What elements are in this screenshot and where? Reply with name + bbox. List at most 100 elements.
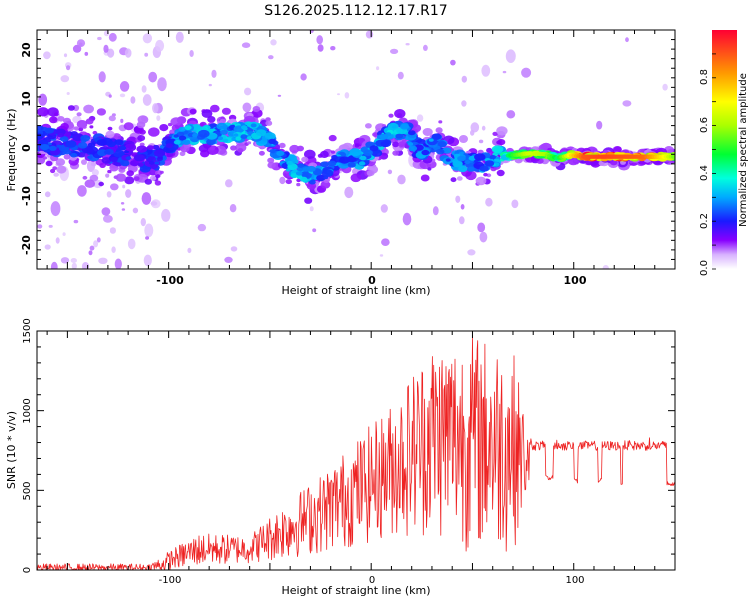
spectrogram-halo-blob (456, 176, 463, 181)
spectrogram-ridge-blob (233, 133, 239, 137)
spectrogram-halo-blob (466, 150, 471, 154)
spectrogram-ridge-blob (312, 169, 323, 176)
snr-y-ticks (37, 330, 675, 571)
spectrogram-noise-blob (43, 51, 51, 60)
spectrogram-halo-blob (126, 170, 134, 177)
spectrogram-noise-blob (93, 240, 99, 248)
spectrogram-noise-blob (477, 222, 486, 233)
spectrogram-halo-blob (144, 178, 152, 185)
spectrogram-halo-blob (496, 169, 505, 177)
spectrogram-halo-blob (201, 109, 213, 118)
spectrogram-halo-blob (189, 108, 197, 115)
spectrogram-noise-blob (125, 189, 132, 198)
spectrogram-noise-blob (44, 191, 51, 198)
spectrogram-ridge-blob (347, 162, 356, 168)
spectrogram-noise-blob (397, 174, 406, 185)
spectrogram-ridge-blob (191, 124, 201, 130)
colorbar-tick-label: 0.6 (699, 117, 710, 133)
spectrogram-noise-blob (60, 257, 70, 264)
spectrogram-ridge-blob (290, 173, 298, 179)
spectrogram-noise-blob (157, 77, 167, 92)
spectrogram-ridge-blob (295, 171, 303, 176)
spectrogram-noise-blob (416, 114, 424, 122)
spectrogram-halo-blob (200, 149, 210, 158)
spectrogram-halo-blob (438, 120, 443, 124)
spectrogram-ridge-blob (220, 129, 228, 135)
spectrogram-noise-blob (151, 199, 161, 209)
spectrogram-noise-blob (662, 83, 668, 91)
spectrogram-halo-blob (159, 124, 169, 132)
spectrogram-halo-blob (76, 112, 82, 117)
spectrogram-halo-blob (123, 122, 134, 131)
spectrogram-halo-blob (154, 180, 162, 186)
spectrogram-noise-blob (89, 245, 95, 251)
spectrogram-halo-blob (267, 157, 275, 164)
spectrogram-noise-blob (141, 192, 152, 205)
snr-panel: -100 0 100 1500 1000 500 0 Height of str… (5, 318, 676, 597)
spectrogram-ridge-blob (63, 149, 71, 155)
spectrogram-halo-blob (149, 175, 157, 181)
spectrogram-y-axis-label: Frequency (Hz) (5, 109, 18, 192)
spectrogram-ridge-blob (222, 138, 229, 143)
spectrogram-noise-blob (156, 115, 161, 121)
spectrogram-halo-blob (170, 117, 182, 127)
spectrogram-halo-blob (139, 129, 146, 135)
spectrogram-noise-blob (622, 100, 632, 107)
spectrogram-ridge-blob (231, 137, 237, 141)
spectrogram-halo-blob (422, 128, 433, 136)
spectrogram-noise-blob (132, 207, 139, 214)
spectrogram-noise-blob (105, 173, 110, 178)
spectrogram-ridge-blob (385, 132, 392, 137)
spectrogram-halo-blob (372, 132, 379, 138)
spectrogram-noise-blob (119, 81, 130, 92)
spectrogram-halo-blob (37, 107, 49, 117)
spectrogram-halo-blob (496, 140, 501, 145)
spectrogram-ridge-blob (484, 160, 495, 167)
spectrogram-halo-blob (50, 168, 56, 174)
spectrogram-ridge-blob (216, 122, 227, 130)
spectrogram-halo-blob (278, 142, 286, 149)
spectrogram-noise-blob (73, 219, 79, 224)
snr-series-line (37, 335, 675, 570)
spectrogram-ridge-blob (55, 128, 66, 136)
spectrogram-x-tick-label: 100 (564, 274, 587, 287)
spectrogram-halo-blob (83, 104, 94, 114)
spectrogram-noise-blob (140, 218, 146, 227)
spectrogram-halo-blob (73, 126, 79, 131)
spectrogram-ridge-blob (321, 169, 334, 178)
spectrogram-noise-blob (337, 93, 340, 96)
spectrogram-noise-blob (114, 258, 122, 269)
snr-x-tick-label: 100 (565, 575, 584, 586)
spectrogram-ridge-blob (152, 144, 160, 150)
spectrogram-noise-blob (241, 42, 251, 48)
spectrogram-noise-blob (467, 249, 476, 256)
spectrogram-ridge-blob (192, 133, 198, 138)
colorbar-tick-label: 0.4 (699, 165, 710, 181)
spectrogram-noise-blob (211, 69, 217, 78)
spectrogram-ridge-blob (178, 135, 187, 141)
spectrogram-ridge-blob (358, 161, 366, 166)
spectrogram-halo-blob (108, 115, 116, 122)
spectrogram-ridge-blob (37, 132, 43, 141)
spectrogram-halo-blob (133, 176, 140, 182)
spectrogram-noise-blob (344, 186, 354, 199)
spectrogram-noise-blob (312, 228, 317, 233)
spectrogram-halo-blob (67, 105, 75, 111)
spectrogram-noise-blob (143, 254, 152, 267)
spectrogram-noise-blob (81, 159, 87, 165)
spectrogram-halo-blob (296, 182, 301, 187)
spectrogram-halo-blob (296, 178, 301, 183)
spectrogram-noise-blob (397, 71, 404, 80)
spectrogram-ridge-blob (96, 139, 107, 146)
spectrogram-ridge-blob (125, 156, 132, 160)
spectrogram-halo-blob (320, 180, 331, 189)
colorbar-scale (712, 30, 737, 269)
spectrogram-halo-blob (330, 150, 336, 154)
spectrogram-noise-blob (505, 49, 516, 63)
spectrogram-noise-blob (450, 59, 456, 66)
colorbar-tick-label: 0.0 (699, 260, 710, 276)
spectrogram-y-ticks (37, 29, 675, 270)
spectrogram-halo-blob (401, 139, 407, 144)
spectrogram-x-tick-label: -100 (156, 274, 184, 287)
spectrogram-ridge-blob (241, 125, 248, 130)
